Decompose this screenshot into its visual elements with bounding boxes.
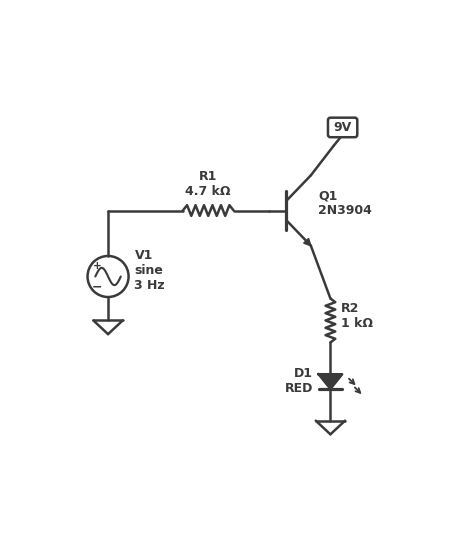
Polygon shape xyxy=(319,374,342,389)
Text: Q1
2N3904: Q1 2N3904 xyxy=(318,189,372,217)
Text: R2
1 kΩ: R2 1 kΩ xyxy=(341,302,373,329)
Text: V1
sine
3 Hz: V1 sine 3 Hz xyxy=(134,249,165,292)
Text: D1
RED: D1 RED xyxy=(285,367,313,394)
Text: +: + xyxy=(93,261,102,271)
Text: R1
4.7 kΩ: R1 4.7 kΩ xyxy=(186,171,231,198)
Polygon shape xyxy=(304,238,311,246)
Text: 9V: 9V xyxy=(334,121,352,134)
Text: −: − xyxy=(92,281,103,294)
FancyBboxPatch shape xyxy=(328,118,357,137)
